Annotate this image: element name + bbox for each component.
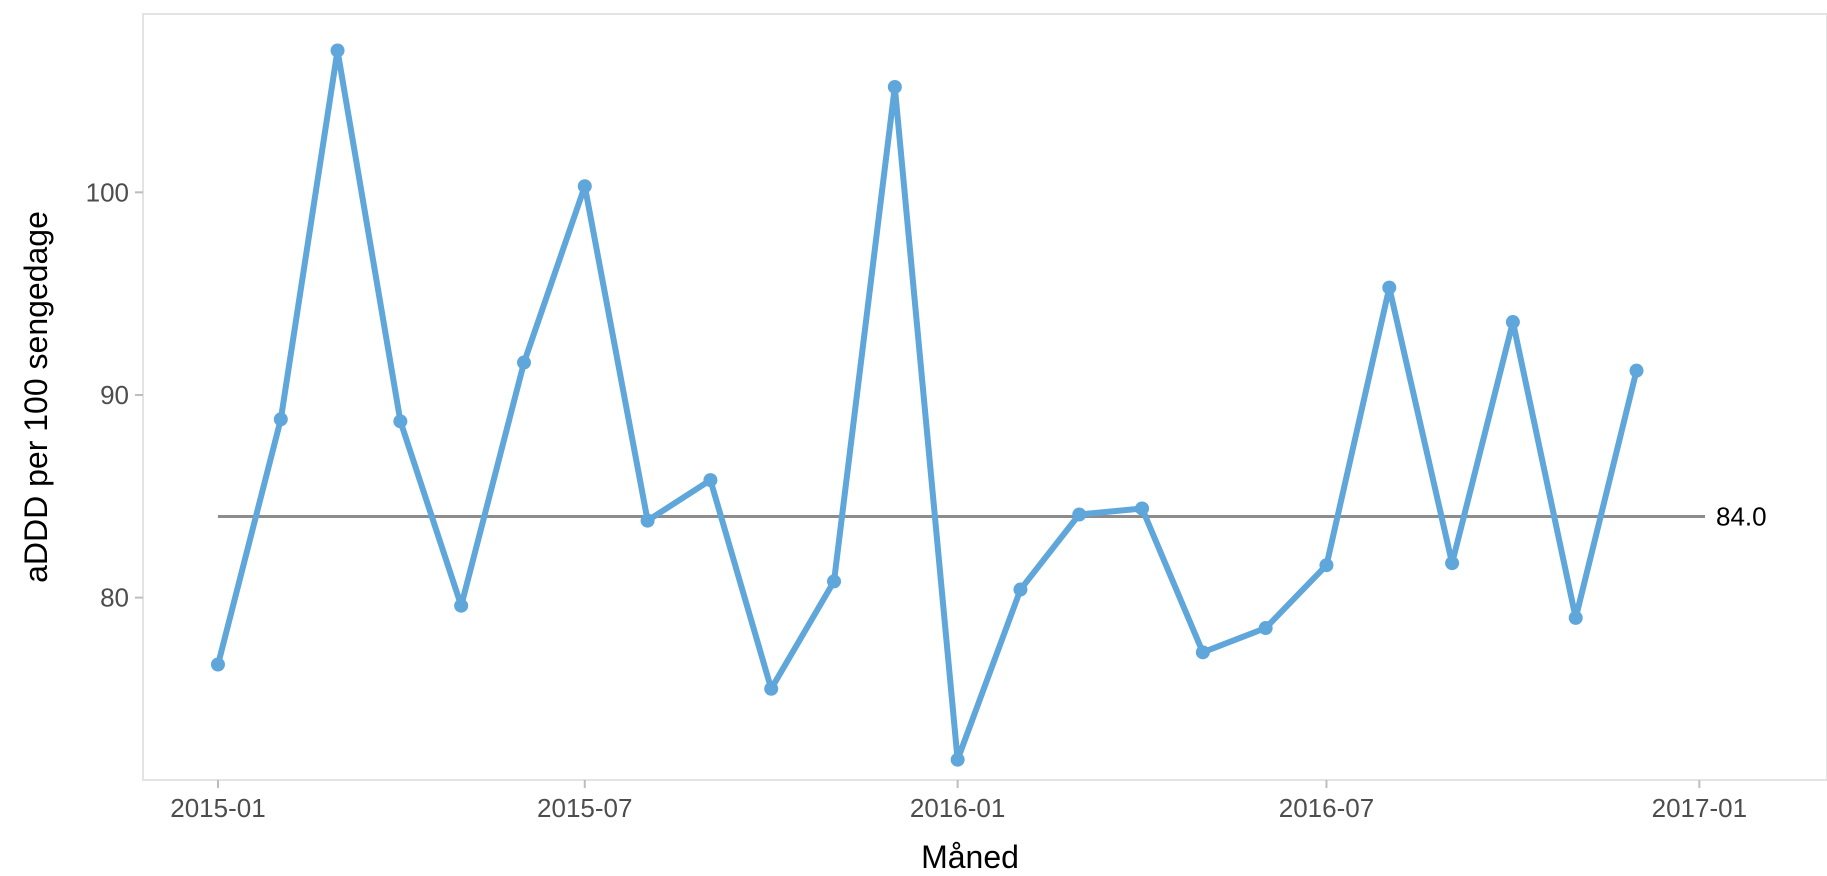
data-point	[1195, 645, 1210, 660]
data-point	[1135, 501, 1150, 516]
x-axis: 2015-01 2015-07 2016-01 2016-07 2017-01	[170, 780, 1747, 823]
y-tick-label: 100	[86, 177, 129, 207]
reference-line-group: 84.0	[217, 502, 1767, 532]
data-point	[1072, 507, 1087, 522]
x-tick-label: 2017-01	[1652, 793, 1747, 823]
y-tick-label: 80	[100, 583, 129, 613]
data-point	[1629, 363, 1644, 378]
x-tick-label: 2016-01	[910, 793, 1005, 823]
x-tick-label: 2016-07	[1279, 793, 1374, 823]
series-group	[210, 43, 1644, 767]
data-point	[1013, 582, 1028, 597]
panel-border	[142, 13, 1827, 781]
data-point	[1258, 621, 1273, 636]
reference-line-label: 84.0	[1716, 502, 1767, 532]
data-point	[516, 355, 531, 370]
data-point	[393, 414, 408, 429]
data-point	[950, 752, 965, 767]
data-point	[1319, 558, 1334, 573]
data-point	[764, 681, 779, 696]
data-point	[640, 513, 655, 528]
x-tick-label: 2015-07	[537, 793, 632, 823]
plot-panel	[142, 13, 1827, 781]
data-point	[577, 179, 592, 194]
x-axis-title: Måned	[921, 839, 1019, 875]
data-point	[1505, 315, 1520, 330]
data-point	[1568, 610, 1583, 625]
data-point	[210, 657, 225, 672]
data-point	[1382, 280, 1397, 295]
data-point	[1445, 556, 1460, 571]
series-line	[215, 47, 1640, 763]
y-axis: 80 90 100	[86, 177, 143, 613]
data-point	[703, 473, 718, 488]
data-point	[330, 43, 345, 58]
data-point	[454, 598, 469, 613]
data-point	[827, 574, 842, 589]
data-point	[887, 79, 902, 94]
data-point	[273, 412, 288, 427]
x-tick-label: 2015-01	[170, 793, 265, 823]
y-axis-title: aDDD per 100 sengedage	[18, 211, 54, 583]
y-tick-label: 90	[100, 380, 129, 410]
